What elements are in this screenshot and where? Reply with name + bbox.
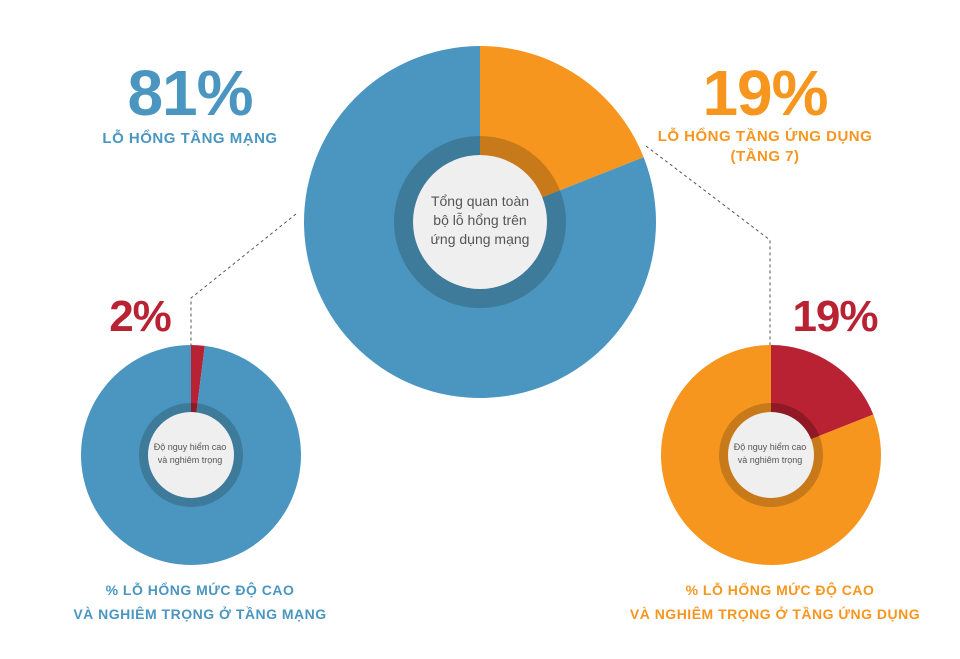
left-sub-percent: 2% — [109, 292, 172, 341]
main-center-line3: ứng dụng mạng — [430, 231, 530, 247]
right-sub-center-line1: Độ nguy hiểm cao — [733, 442, 807, 452]
main-right-label-line2: (TẦNG 7) — [730, 148, 800, 165]
right-sub-caption-line1: % LỖ HỔNG MỨC ĐỘ CAO — [685, 582, 875, 598]
main-left-percent: 81% — [127, 57, 253, 129]
right-sub-center-text: Độ nguy hiểm cao và nghiêm trọng — [720, 441, 820, 467]
right-sub-donut — [661, 345, 881, 565]
main-center — [413, 155, 547, 289]
right-sub-center-line2: và nghiêm trọng — [737, 455, 803, 465]
connector-lines — [190, 145, 771, 345]
left-sub-donut — [81, 345, 302, 565]
main-donut — [304, 46, 657, 398]
left-sub-center — [148, 412, 234, 498]
main-center-text: Tổng quan toàn bộ lỗ hổng trên ứng dụng … — [410, 192, 550, 249]
main-right-percent: 19% — [702, 57, 828, 129]
connector-left — [190, 213, 297, 345]
right-sub-center — [728, 412, 814, 498]
connector-right — [645, 145, 771, 345]
left-sub-caption-line2: VÀ NGHIÊM TRỌNG Ở TẦNG MẠNG — [73, 606, 327, 622]
main-right-label-line1: LỖ HỔNG TẦNG ỨNG DỤNG — [657, 128, 873, 145]
left-sub-center-line1: Độ nguy hiểm cao — [153, 442, 227, 452]
right-sub-caption-line2: VÀ NGHIÊM TRỌNG Ở TẦNG ỨNG DỤNG — [629, 606, 921, 622]
main-center-line1: Tổng quan toàn — [430, 193, 530, 209]
right-sub-percent: 19% — [792, 292, 878, 341]
left-sub-caption-line1: % LỖ HỔNG MỨC ĐỘ CAO — [105, 582, 295, 598]
left-sub-center-text: Độ nguy hiểm cao và nghiêm trọng — [140, 441, 240, 467]
main-center-line2: bộ lỗ hổng trên — [433, 212, 527, 228]
main-left-label: LỖ HỔNG TẦNG MẠNG — [102, 130, 278, 147]
left-sub-center-line2: và nghiêm trọng — [157, 455, 223, 465]
